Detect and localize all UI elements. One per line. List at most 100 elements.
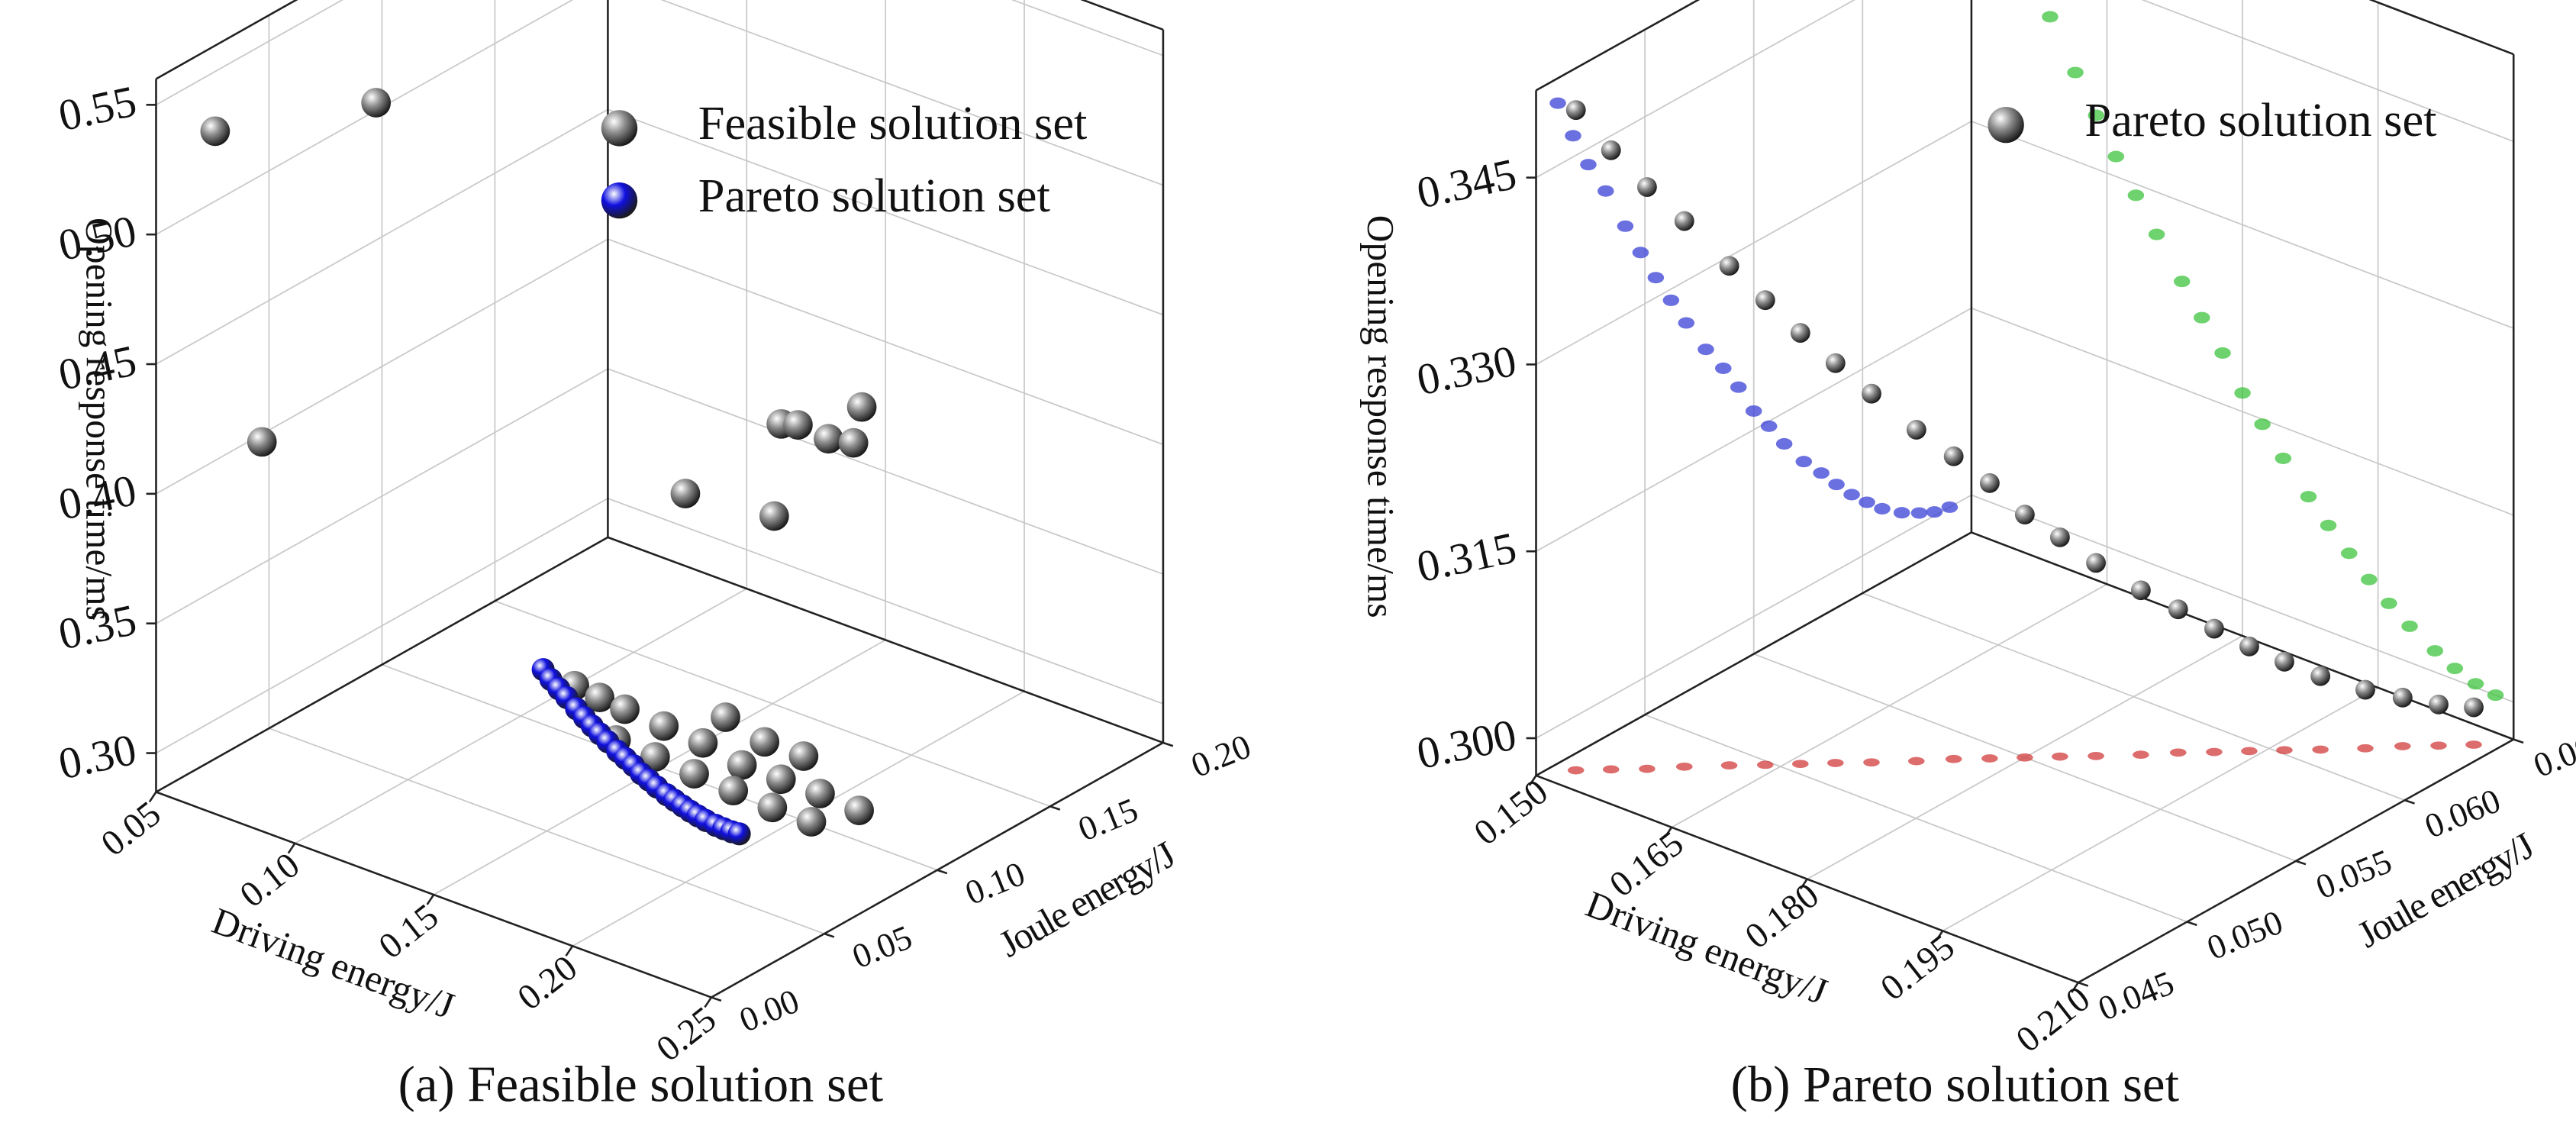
projection-point [1926, 506, 1943, 518]
data-point [247, 427, 277, 457]
grid-line [156, 0, 343, 106]
tick-mark [1664, 827, 1673, 838]
projection-point [1843, 489, 1860, 501]
axis-edge [607, 536, 1164, 744]
projection-point [2241, 747, 2258, 756]
projection-point [2340, 547, 2358, 560]
projection-point [2254, 418, 2271, 431]
data-point [670, 479, 701, 508]
grid-line [495, 600, 1051, 808]
data-point [2355, 679, 2375, 700]
data-point [1906, 420, 1926, 440]
tick-mark [937, 869, 948, 875]
projection-point [1760, 420, 1778, 432]
projection-point [1662, 294, 1680, 306]
z-tick-label: 0.55 [54, 76, 140, 140]
projection-point [2381, 597, 2397, 609]
tick-mark [2513, 738, 2524, 744]
tick-mark [287, 843, 296, 854]
projection-point [2214, 347, 2231, 359]
projection-point [2107, 150, 2125, 163]
projection-point [1565, 130, 1581, 142]
data-point [2086, 553, 2106, 573]
x-tick-label: 0.210 [2009, 979, 2097, 1060]
grid-line [1536, 121, 1972, 366]
data-point [200, 116, 231, 147]
y-tick-label: 0.050 [2202, 903, 2288, 967]
projection-point [2133, 750, 2149, 760]
projection-point [1792, 760, 1809, 769]
projection-point [2276, 746, 2293, 755]
data-point [1719, 256, 1739, 276]
projection-point [2169, 748, 2187, 757]
projection-point [2275, 452, 2292, 464]
x-tick-label: 0.150 [1467, 772, 1556, 853]
projection-point [2017, 753, 2033, 762]
projection-point [2234, 387, 2251, 399]
projection-point [1598, 185, 1614, 197]
grid-line [1862, 592, 2405, 802]
x-tick-label: 0.10 [233, 845, 307, 915]
y-tick-label: 0.05 [847, 918, 917, 976]
caption: (a) Feasible solution set [398, 1057, 884, 1112]
tick-mark [1049, 805, 1061, 811]
y-tick-label: 0.065 [2528, 721, 2576, 785]
grid-line [1536, 494, 1972, 739]
data-point [1862, 383, 1881, 404]
data-point [750, 727, 780, 757]
data-point [727, 822, 751, 846]
grid-line [1536, 0, 1855, 179]
axis-edge [1971, 531, 2514, 740]
data-point [1601, 140, 1621, 160]
projection-point [1676, 762, 1693, 771]
data-point [1636, 177, 1657, 197]
projection-point [1549, 97, 1566, 109]
projection-point [1580, 159, 1597, 171]
projection-point [1602, 765, 1620, 774]
tick-mark [711, 996, 722, 1002]
projection-point [1617, 220, 1634, 232]
axis-edge [155, 0, 298, 80]
tick-mark [148, 791, 157, 803]
data-point [1943, 446, 1964, 466]
grid-line [608, 498, 1164, 705]
data-point [2429, 694, 2449, 715]
projection-point [1945, 754, 1962, 763]
grid-line [269, 727, 825, 934]
data-point [2168, 599, 2188, 620]
projection-point [2173, 276, 2191, 288]
projection-point [1795, 456, 1813, 468]
projection-point [1745, 405, 1762, 418]
grid-line [156, 238, 608, 495]
y-tick-label: 0.15 [1073, 791, 1143, 849]
y-tick-label: 0.20 [1186, 727, 1256, 785]
z-axis-title: Opening response time/ms [78, 218, 120, 621]
grid-line [608, 108, 1164, 316]
data-point [2392, 687, 2413, 708]
projection-point [1639, 764, 1656, 773]
projection-point [1567, 766, 1585, 775]
y-tick-label: 0.060 [2420, 781, 2506, 845]
y-tick-label: 0.045 [2093, 963, 2179, 1027]
x-tick-label: 0.195 [1874, 927, 1962, 1008]
projection-point [2194, 311, 2210, 324]
data-point [788, 741, 819, 771]
legend-marker [601, 182, 638, 219]
grid-line [1011, 0, 1164, 56]
data-point [796, 807, 827, 837]
z-tick-label: 0.345 [1413, 149, 1520, 218]
projection-point [1910, 507, 1928, 519]
y-tick-label: 0.10 [960, 854, 1030, 912]
data-point [783, 410, 813, 440]
data-point [814, 424, 843, 454]
projection-point [2487, 689, 2504, 702]
tick-mark [1935, 930, 1944, 942]
projection-point [1647, 272, 1665, 284]
data-point [610, 694, 640, 724]
tick-mark [824, 932, 835, 938]
grid-line [608, 238, 1164, 446]
projection-point [1941, 501, 1959, 513]
legend-label: Feasible solution set [698, 96, 1088, 150]
data-point [2014, 505, 2035, 524]
